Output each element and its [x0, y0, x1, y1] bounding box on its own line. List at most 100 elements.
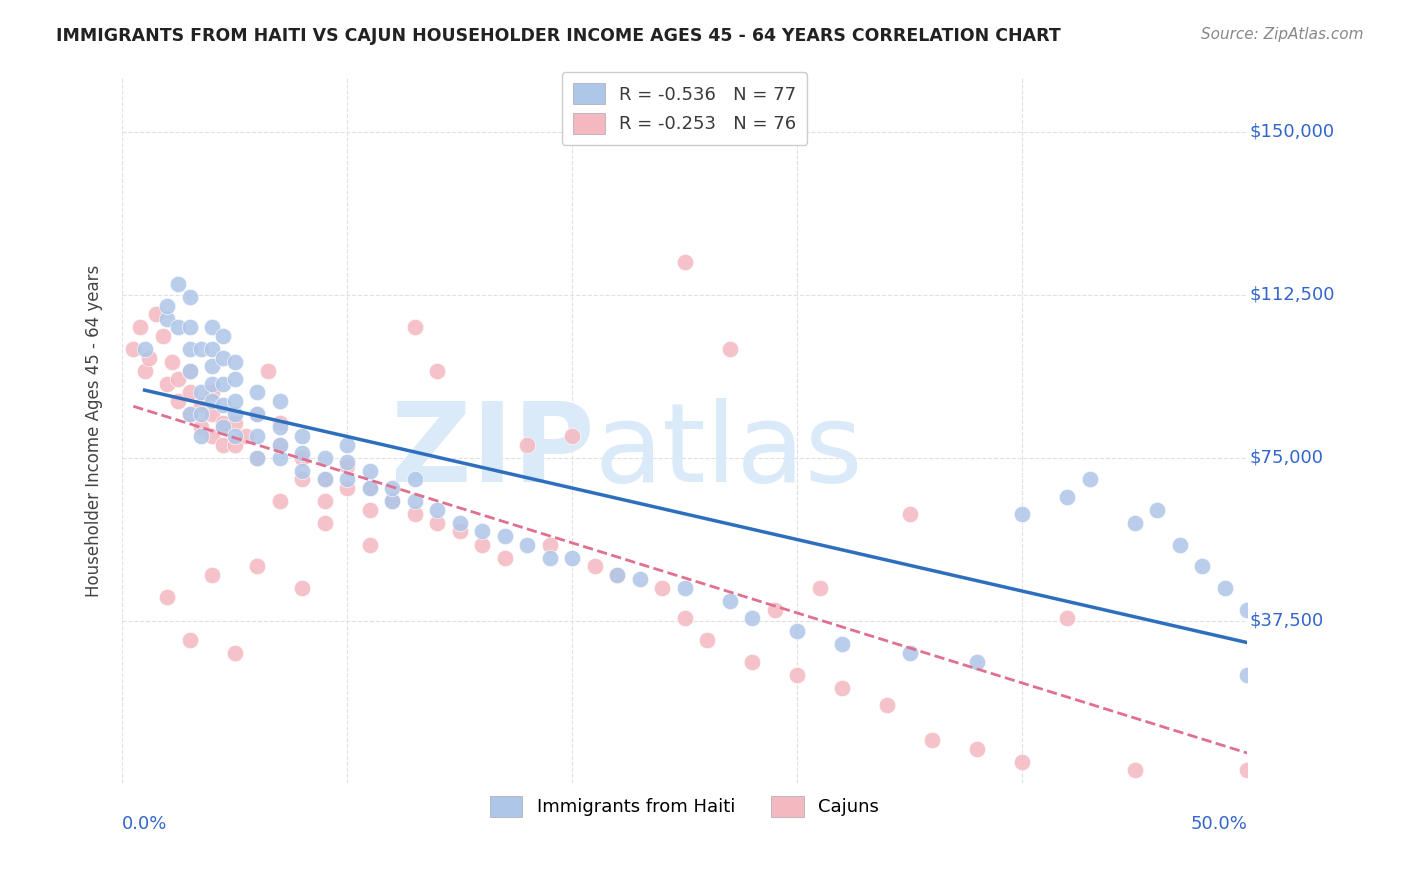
Point	[291, 581, 314, 595]
Point	[201, 359, 224, 374]
Point	[269, 420, 291, 434]
Point	[134, 342, 156, 356]
Point	[212, 416, 235, 430]
Point	[269, 437, 291, 451]
Point	[606, 568, 628, 582]
Point	[606, 568, 628, 582]
Point	[404, 507, 426, 521]
Point	[167, 320, 190, 334]
Point	[516, 537, 538, 551]
Point	[359, 502, 381, 516]
Point	[224, 372, 246, 386]
Point	[179, 342, 201, 356]
Point	[291, 472, 314, 486]
Point	[212, 399, 235, 413]
Point	[190, 420, 212, 434]
Point	[190, 342, 212, 356]
Point	[336, 472, 359, 486]
Point	[471, 524, 494, 539]
Point	[246, 385, 269, 400]
Point	[494, 529, 516, 543]
Point	[381, 481, 404, 495]
Point	[921, 733, 943, 747]
Point	[156, 376, 179, 391]
Text: $37,500: $37,500	[1250, 612, 1323, 630]
Point	[179, 407, 201, 421]
Point	[1236, 764, 1258, 778]
Point	[201, 394, 224, 409]
Point	[179, 320, 201, 334]
Point	[1191, 559, 1213, 574]
Point	[1213, 581, 1236, 595]
Point	[1011, 755, 1033, 769]
Point	[336, 481, 359, 495]
Point	[471, 537, 494, 551]
Y-axis label: Householder Income Ages 45 - 64 years: Householder Income Ages 45 - 64 years	[86, 264, 103, 597]
Point	[673, 255, 696, 269]
Point	[314, 516, 336, 530]
Point	[831, 637, 853, 651]
Point	[134, 364, 156, 378]
Point	[651, 581, 673, 595]
Point	[212, 376, 235, 391]
Point	[1168, 537, 1191, 551]
Point	[426, 364, 449, 378]
Point	[494, 550, 516, 565]
Point	[246, 407, 269, 421]
Point	[449, 516, 471, 530]
Point	[898, 507, 921, 521]
Point	[1011, 507, 1033, 521]
Point	[538, 550, 561, 565]
Point	[336, 459, 359, 474]
Text: $112,500: $112,500	[1250, 285, 1334, 303]
Point	[786, 668, 808, 682]
Point	[224, 407, 246, 421]
Point	[167, 372, 190, 386]
Point	[224, 394, 246, 409]
Text: atlas: atlas	[595, 398, 863, 505]
Point	[583, 559, 606, 574]
Point	[190, 399, 212, 413]
Point	[190, 407, 212, 421]
Point	[201, 376, 224, 391]
Point	[763, 603, 786, 617]
Point	[129, 320, 152, 334]
Point	[404, 320, 426, 334]
Text: $75,000: $75,000	[1250, 449, 1323, 467]
Text: 50.0%: 50.0%	[1191, 815, 1247, 833]
Point	[381, 494, 404, 508]
Point	[246, 450, 269, 465]
Point	[291, 464, 314, 478]
Point	[966, 741, 988, 756]
Point	[336, 437, 359, 451]
Point	[1146, 502, 1168, 516]
Point	[224, 429, 246, 443]
Point	[291, 450, 314, 465]
Point	[1078, 472, 1101, 486]
Point	[190, 385, 212, 400]
Point	[246, 429, 269, 443]
Point	[404, 472, 426, 486]
Point	[876, 698, 898, 713]
Point	[291, 429, 314, 443]
Point	[673, 611, 696, 625]
Point	[190, 429, 212, 443]
Point	[449, 524, 471, 539]
Point	[212, 329, 235, 343]
Point	[718, 342, 741, 356]
Point	[167, 394, 190, 409]
Point	[1123, 516, 1146, 530]
Point	[212, 351, 235, 365]
Point	[179, 364, 201, 378]
Point	[404, 494, 426, 508]
Point	[1056, 490, 1078, 504]
Point	[179, 385, 201, 400]
Point	[201, 385, 224, 400]
Point	[167, 277, 190, 291]
Point	[314, 494, 336, 508]
Point	[201, 320, 224, 334]
Point	[201, 429, 224, 443]
Point	[269, 494, 291, 508]
Point	[516, 437, 538, 451]
Point	[179, 364, 201, 378]
